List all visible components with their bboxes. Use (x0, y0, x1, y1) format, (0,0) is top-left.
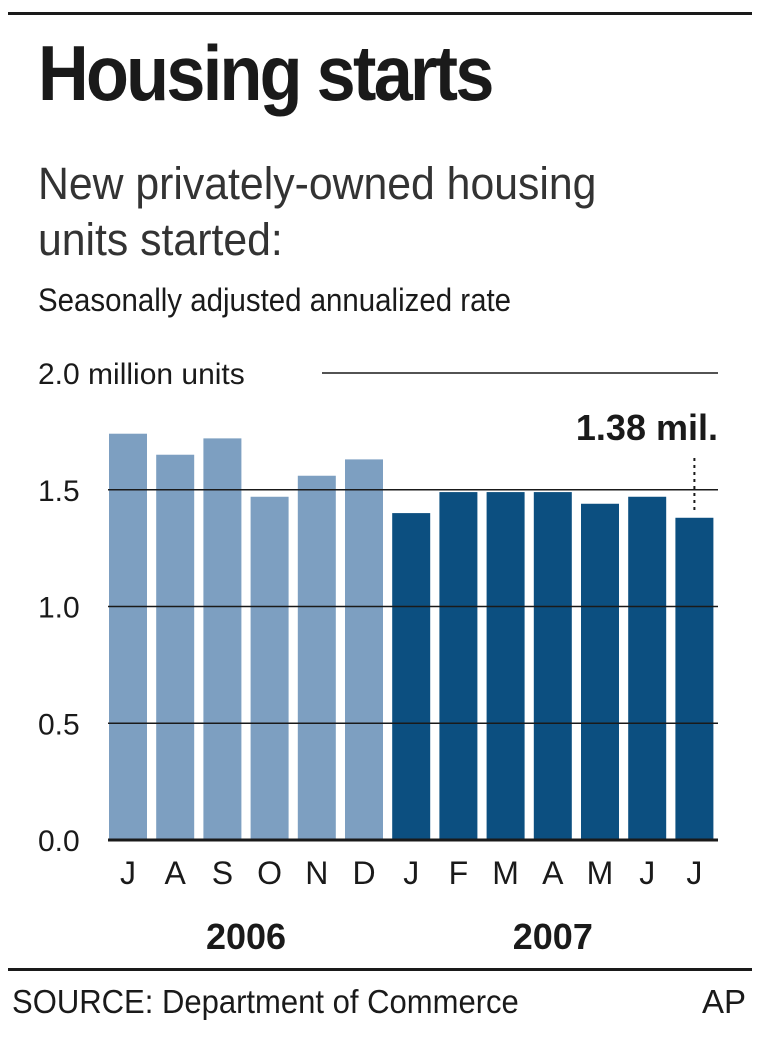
chart-note: Seasonally adjusted annualized rate (38, 282, 512, 318)
y-tick-label: 2.0 million units (38, 358, 245, 391)
bar-9 (533, 492, 572, 840)
x-tick-label: D (352, 855, 375, 891)
chart-title: Housing starts (38, 29, 494, 117)
y-tick-label: 0.0 (38, 825, 80, 858)
credit-label: AP (701, 983, 746, 1020)
x-tick-label: J (686, 855, 702, 891)
x-tick-label: J (639, 855, 655, 891)
x-tick-label: M (587, 855, 614, 891)
x-tick-label: J (120, 855, 136, 891)
bar-12 (675, 517, 714, 840)
x-tick-label: N (305, 855, 328, 891)
y-tick-label: 1.0 (38, 592, 80, 625)
bottom-rule (8, 968, 752, 971)
bar-5 (345, 459, 383, 840)
x-tick-label: F (449, 855, 469, 891)
year-label-2007: 2007 (513, 916, 593, 957)
x-tick-label: A (542, 855, 564, 891)
x-tick-label: J (403, 855, 419, 891)
bar-4 (297, 475, 336, 840)
bar-6 (392, 513, 431, 840)
x-tick-label: S (212, 855, 233, 891)
bar-7 (439, 492, 478, 840)
bar-8 (486, 492, 525, 840)
source-note: SOURCE: Department of Commerce (12, 983, 519, 1020)
bar-11 (628, 496, 667, 840)
year-label-2006: 2006 (206, 916, 286, 957)
x-tick-label: O (257, 855, 282, 891)
x-tick-label: M (492, 855, 519, 891)
bar-1 (156, 454, 195, 840)
annotation-label: 1.38 mil. (576, 407, 718, 448)
y-tick-label: 0.5 (38, 708, 80, 741)
bar-10 (581, 503, 619, 840)
bar-3 (250, 496, 289, 840)
y-tick-label: 1.5 (38, 475, 80, 508)
bar-2 (203, 438, 242, 840)
bar-0 (109, 433, 147, 840)
chart-subtitle: New privately-owned housing units starte… (38, 158, 597, 265)
top-rule (8, 12, 752, 15)
x-tick-label: A (165, 855, 187, 891)
